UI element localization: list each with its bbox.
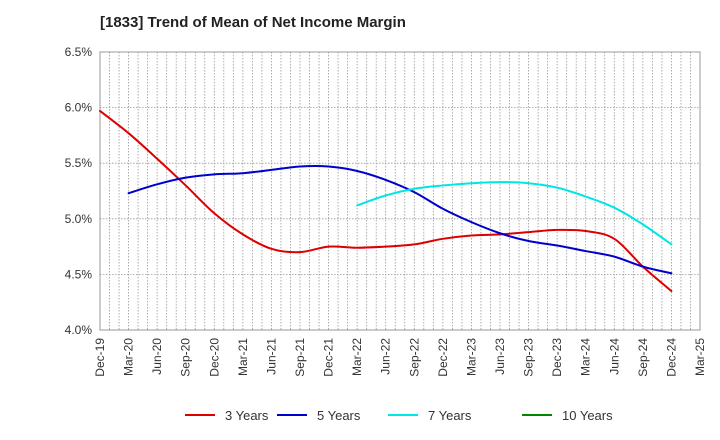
x-tick-label: Jun-23 xyxy=(493,338,507,375)
x-tick-label: Jun-22 xyxy=(379,338,393,375)
x-tick-label: Mar-25 xyxy=(693,338,707,376)
series-line-7-years xyxy=(356,181,673,246)
legend-label: 10 Years xyxy=(562,408,613,423)
series-line-5-years xyxy=(127,165,673,275)
legend: 3 Years 5 Years 7 Years 10 Years xyxy=(185,408,613,423)
x-tick-label: Jun-21 xyxy=(264,338,278,375)
x-tick-label: Dec-21 xyxy=(322,338,336,377)
axes: 6.5% 6.0% 5.5% 5.0% 4.5% 4.0%Dec-19 Mar-20 Jun-… xyxy=(65,45,707,377)
x-tick-label: Dec-22 xyxy=(436,338,450,377)
x-tick-label: Sep-22 xyxy=(407,338,421,377)
y-tick-label: 4.5% xyxy=(65,267,93,281)
x-tick-label: Sep-21 xyxy=(293,338,307,377)
legend-label: 5 Years xyxy=(317,408,361,423)
x-tick-label: Dec-24 xyxy=(664,338,678,377)
legend-label: 3 Years xyxy=(225,408,269,423)
y-tick-label: 5.5% xyxy=(65,156,93,170)
y-tick-label: 5.0% xyxy=(65,212,93,226)
x-tick-label: Sep-20 xyxy=(179,338,193,377)
x-tick-label: Dec-19 xyxy=(93,338,107,377)
x-tick-label: Mar-24 xyxy=(579,338,593,376)
x-tick-label: Jun-24 xyxy=(607,338,621,375)
y-tick-label: 6.5% xyxy=(65,45,93,59)
x-tick-label: Mar-23 xyxy=(464,338,478,376)
series-lines xyxy=(99,109,673,293)
y-tick-label: 4.0% xyxy=(65,323,93,337)
x-tick-label: Mar-21 xyxy=(236,338,250,376)
x-tick-label: Mar-22 xyxy=(350,338,364,376)
x-tick-label: Dec-23 xyxy=(550,338,564,377)
legend-label: 7 Years xyxy=(428,408,472,423)
chart-title: [1833] Trend of Mean of Net Income Margi… xyxy=(100,14,406,31)
x-tick-label: Sep-23 xyxy=(522,338,536,377)
y-tick-label: 6.0% xyxy=(65,101,93,115)
x-tick-label: Sep-24 xyxy=(636,338,650,377)
x-tick-label: Jun-20 xyxy=(150,338,164,375)
x-tick-label: Mar-20 xyxy=(122,338,136,376)
series-line-3-years xyxy=(99,109,673,293)
x-tick-label: Dec-20 xyxy=(207,338,221,377)
